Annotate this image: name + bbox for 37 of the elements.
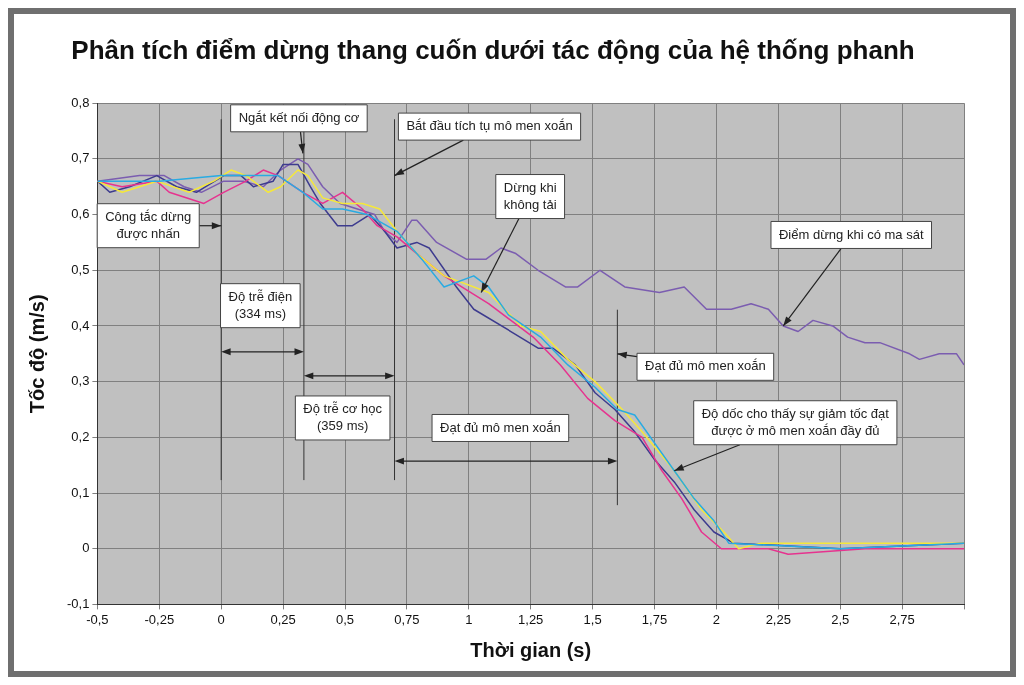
- annotation: Độ dốc cho thấy sự giảm tốc đạt được ở mô men xoắn đầy đủ: [701, 405, 890, 438]
- chart-title: Phân tích điểm dừng thang cuốn dưới tác động của hệ thống phanh: [71, 34, 915, 65]
- annotation: Công tắc dừng được nhấn: [105, 208, 192, 241]
- x-tick-label: 2,75: [889, 611, 915, 627]
- x-tick-label: -0,5: [86, 611, 109, 627]
- y-tick-label: 0,4: [71, 317, 90, 333]
- x-tick-label: 2,5: [831, 611, 850, 627]
- y-tick-label: 0,8: [71, 94, 90, 110]
- annotation: Ngắt kết nối động cơ: [238, 109, 360, 125]
- x-tick-label: 2,25: [765, 611, 791, 627]
- y-axis-title: Tốc độ (m/s): [25, 294, 48, 414]
- x-tick-label: 1,25: [518, 611, 544, 627]
- annotation: Đạt đủ mô men xoắn: [645, 358, 766, 374]
- annotation: Điểm dừng khi có ma sát: [778, 226, 924, 242]
- y-tick-label: 0: [82, 540, 90, 556]
- y-tick-label: 0,1: [71, 484, 90, 500]
- y-tick-label: 0,3: [71, 373, 90, 389]
- annotation: Độ trễ cơ học (359 ms): [303, 401, 383, 434]
- x-tick-label: 1: [465, 611, 473, 627]
- x-axis-title: Thời gian (s): [470, 638, 592, 661]
- x-tick-label: 0,75: [394, 611, 420, 627]
- x-tick-label: 0,25: [270, 611, 296, 627]
- y-tick-label: 0,7: [71, 150, 90, 166]
- y-tick-label: 0,5: [71, 261, 90, 277]
- x-tick-label: 1,5: [583, 611, 602, 627]
- x-tick-label: -0,25: [144, 611, 175, 627]
- annotation: Dừng khi không tải: [503, 179, 557, 212]
- x-tick-label: 0: [217, 611, 225, 627]
- x-tick-label: 1,75: [641, 611, 668, 627]
- x-tick-label: 2: [712, 611, 721, 627]
- y-tick-label: 0,2: [71, 428, 90, 444]
- annotation: Đạt đủ mô men xoắn: [440, 419, 561, 435]
- y-tick-label: 0,6: [71, 206, 90, 222]
- annotation: Bắt đầu tích tụ mô men xoắn: [406, 118, 573, 134]
- x-tick-label: 0,5: [335, 611, 355, 627]
- y-tick-label: -0,1: [66, 595, 90, 611]
- annotation: Độ trễ điện (334 ms): [228, 288, 293, 321]
